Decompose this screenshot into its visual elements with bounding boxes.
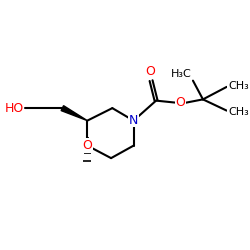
Text: HO: HO — [4, 102, 24, 115]
Text: O: O — [146, 66, 156, 78]
Text: O: O — [82, 139, 92, 152]
Text: H₃C: H₃C — [171, 69, 192, 79]
Text: N: N — [129, 114, 138, 126]
Text: O: O — [176, 96, 186, 109]
Text: CH₃: CH₃ — [228, 81, 249, 91]
Text: CH₃: CH₃ — [228, 107, 249, 117]
Polygon shape — [61, 106, 87, 121]
